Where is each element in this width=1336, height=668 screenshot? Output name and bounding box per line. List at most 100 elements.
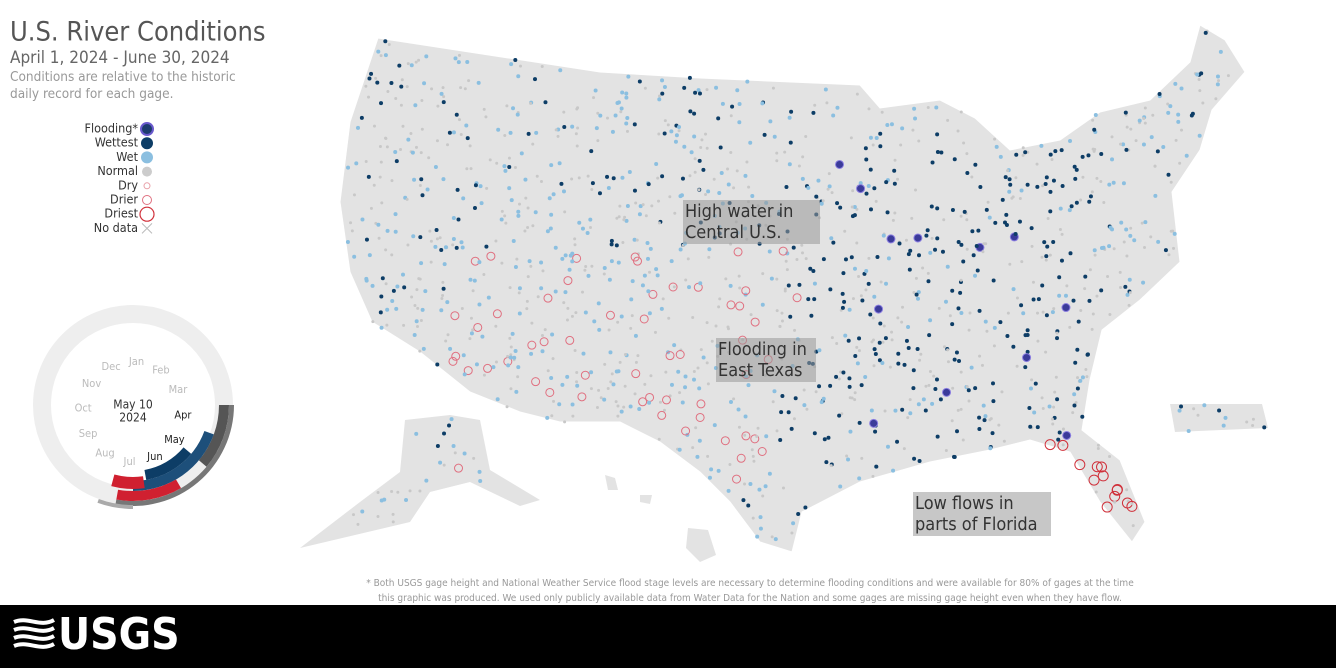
gage-dot bbox=[804, 135, 808, 139]
gage-dot bbox=[834, 374, 839, 379]
logo-text: USGS bbox=[58, 609, 180, 660]
gage-dot bbox=[969, 365, 974, 370]
gage-dot bbox=[441, 100, 446, 105]
gage-dot bbox=[831, 113, 836, 118]
gage-dot bbox=[364, 84, 368, 88]
gage-dot bbox=[629, 326, 633, 330]
gage-dot bbox=[346, 165, 351, 170]
gage-dot bbox=[495, 161, 499, 165]
gage-dot bbox=[1044, 313, 1049, 318]
gage-dot bbox=[813, 103, 817, 107]
gage-dot bbox=[850, 205, 854, 209]
gage-dot bbox=[385, 145, 389, 149]
gage-dot bbox=[968, 311, 972, 315]
gage-dot bbox=[706, 382, 710, 386]
gage-dot bbox=[390, 253, 394, 257]
gage-dot bbox=[830, 191, 834, 195]
gage-dot bbox=[630, 279, 635, 284]
gage-dot bbox=[700, 138, 704, 142]
gage-dot bbox=[1055, 336, 1060, 341]
gage-dot bbox=[761, 494, 765, 498]
gage-dot bbox=[699, 146, 703, 150]
gage-dot bbox=[372, 183, 376, 187]
gage-dot bbox=[409, 63, 414, 68]
gage-dot bbox=[508, 286, 512, 290]
gage-dot bbox=[829, 236, 834, 241]
gage-dot bbox=[1226, 74, 1230, 78]
gage-dot bbox=[1151, 113, 1155, 117]
gage-dot bbox=[531, 224, 535, 228]
gage-dot bbox=[378, 175, 382, 179]
gage-dot bbox=[589, 149, 594, 154]
gage-dot bbox=[518, 202, 522, 206]
gage-dot bbox=[889, 122, 894, 127]
gage-dot bbox=[956, 306, 961, 311]
gage-dot bbox=[679, 193, 684, 198]
gage-dot bbox=[748, 481, 753, 486]
gage-dot bbox=[1085, 375, 1089, 379]
gage-dot bbox=[881, 340, 885, 344]
gage-dot bbox=[901, 305, 905, 309]
gage-dot bbox=[769, 276, 774, 281]
gage-dot bbox=[479, 201, 484, 206]
gage-dot bbox=[1076, 376, 1080, 380]
gage-dot bbox=[747, 185, 751, 189]
gage-dot bbox=[927, 333, 932, 338]
gage-dot bbox=[1080, 154, 1085, 159]
gage-dot bbox=[408, 489, 412, 493]
gage-dot bbox=[634, 201, 638, 205]
gage-dot bbox=[589, 387, 593, 391]
gage-dot bbox=[792, 293, 802, 303]
gage-dot bbox=[1063, 293, 1068, 298]
gage-dot bbox=[787, 162, 792, 167]
gage-dot bbox=[1023, 333, 1028, 338]
gage-dot bbox=[482, 272, 486, 276]
gage-dot bbox=[729, 114, 733, 118]
gage-dot bbox=[946, 118, 950, 122]
gage-dot bbox=[881, 233, 886, 238]
gage-dot bbox=[877, 358, 882, 363]
gage-dot bbox=[1017, 219, 1022, 224]
gage-dot bbox=[762, 132, 767, 137]
gage-dot bbox=[899, 143, 903, 147]
gage-dot bbox=[438, 460, 443, 465]
gage-dot bbox=[797, 282, 802, 287]
gage-dot bbox=[442, 262, 447, 267]
gage-dot bbox=[1215, 74, 1220, 79]
gage-dot bbox=[1192, 407, 1196, 411]
gage-dot bbox=[752, 459, 756, 463]
gage-dot bbox=[402, 323, 406, 327]
gage-dot bbox=[563, 420, 567, 424]
gage-dot bbox=[837, 413, 842, 418]
gage-dot bbox=[513, 166, 517, 170]
gage-dot bbox=[584, 265, 588, 269]
gage-dot bbox=[486, 251, 496, 261]
gage-dot bbox=[611, 176, 616, 181]
gage-dot bbox=[513, 58, 518, 63]
gage-dots bbox=[345, 29, 1267, 542]
gage-dot bbox=[616, 320, 620, 324]
gage-dot bbox=[507, 164, 512, 169]
gage-dot bbox=[1072, 164, 1077, 169]
gage-dot bbox=[387, 43, 391, 47]
gage-dot bbox=[847, 384, 852, 389]
gage-dot bbox=[691, 315, 695, 319]
gage-dot bbox=[755, 534, 760, 539]
gage-dot bbox=[552, 399, 556, 403]
gage-dot bbox=[1051, 178, 1056, 183]
gage-dot bbox=[1125, 254, 1129, 258]
gage-dot bbox=[751, 516, 755, 520]
gage-dot bbox=[945, 264, 950, 269]
gage-dot bbox=[451, 215, 456, 220]
gage-dot bbox=[399, 103, 403, 107]
gage-dot bbox=[811, 269, 816, 274]
gage-dot bbox=[543, 100, 548, 105]
gage-dot bbox=[404, 498, 409, 503]
gage-dot bbox=[1061, 303, 1071, 313]
gage-dot bbox=[511, 106, 516, 111]
gage-dot bbox=[580, 290, 584, 294]
gage-dot bbox=[1124, 147, 1129, 152]
gage-dot bbox=[550, 414, 554, 418]
gage-dot bbox=[928, 318, 933, 323]
gage-dot bbox=[462, 451, 467, 456]
